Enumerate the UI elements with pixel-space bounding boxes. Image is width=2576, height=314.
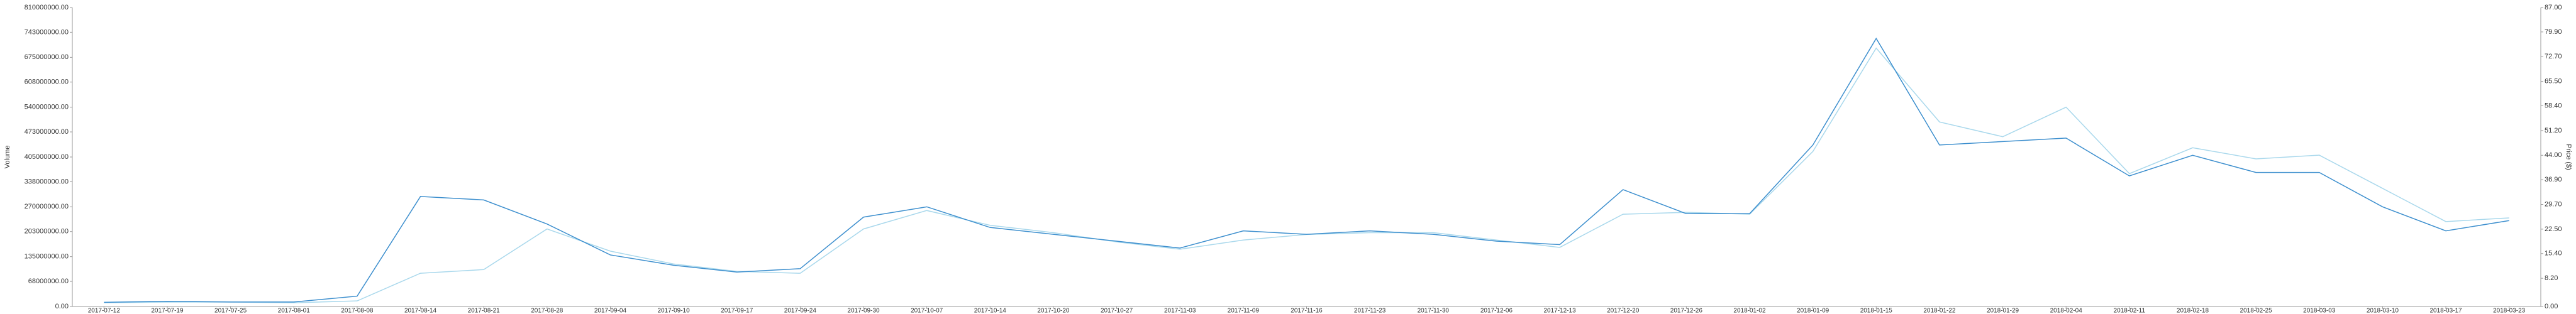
- x-tick-label: 2018-03-10: [2367, 308, 2399, 314]
- x-tick-label: 2018-02-11: [2114, 308, 2146, 314]
- x-tick-label: 2017-09-24: [784, 308, 817, 314]
- y2-tick-label: 29.70: [2545, 200, 2562, 208]
- x-tick-label: 2017-08-21: [468, 308, 501, 314]
- x-tick-label: 2017-11-16: [1291, 308, 1323, 314]
- y2-tick-label: 58.40: [2545, 102, 2562, 109]
- x-tick-label: 2017-07-25: [214, 308, 247, 314]
- x-tick-label: 2017-12-13: [1543, 308, 1576, 314]
- x-tick-label: 2018-02-25: [2240, 308, 2273, 314]
- y-tick-label: 338000000.00: [25, 178, 69, 185]
- x-tick-label: 2017-11-30: [1418, 308, 1450, 314]
- x-tick-label: 2017-07-19: [151, 308, 184, 314]
- y2-tick-label: 72.70: [2545, 53, 2562, 60]
- y2-tick-label: 44.00: [2545, 151, 2562, 159]
- x-tick-label: 2017-10-07: [911, 308, 943, 314]
- y-tick-label: 473000000.00: [25, 128, 69, 136]
- y2-tick-label: 51.20: [2545, 127, 2562, 134]
- y-tick-label: 743000000.00: [25, 28, 69, 36]
- y2-tick-label: 87.00: [2545, 4, 2562, 11]
- y2-axis-label: Price ($): [2565, 144, 2572, 170]
- y-tick-label: 203000000.00: [25, 228, 69, 236]
- x-tick-label: 2018-01-29: [1987, 308, 2019, 314]
- x-tick-label: 2017-09-17: [721, 308, 753, 314]
- x-tick-label: 2017-07-12: [88, 308, 121, 314]
- y2-tick-label: 0.00: [2545, 303, 2558, 310]
- y-tick-label: 270000000.00: [25, 203, 69, 210]
- y2-tick-label: 8.20: [2545, 274, 2558, 282]
- x-tick-label: 2017-08-08: [341, 308, 374, 314]
- y-tick-label: 135000000.00: [25, 253, 69, 261]
- y2-tick-label: 22.50: [2545, 225, 2562, 233]
- line: [104, 37, 2509, 303]
- y2-tick-label: 15.40: [2545, 250, 2562, 257]
- x-tick-label: 2017-08-14: [404, 308, 437, 314]
- y-tick-label: 68000000.00: [28, 278, 69, 285]
- x-tick-label: 2017-08-28: [531, 308, 564, 314]
- x-tick-label: 2018-03-17: [2429, 308, 2462, 314]
- x-tick-label: 2017-11-09: [1228, 308, 1260, 314]
- x-tick-label: 2017-10-14: [974, 308, 1007, 314]
- x-tick-label: 2017-10-27: [1101, 308, 1133, 314]
- y2-tick-label: 79.90: [2545, 28, 2562, 36]
- y-tick-label: 0.00: [55, 303, 69, 310]
- x-tick-label: 2017-09-04: [594, 308, 627, 314]
- x-tick-label: 2017-11-03: [1164, 308, 1196, 314]
- x-tick-label: 2018-01-15: [1860, 308, 1893, 314]
- x-tick-label: 2018-01-02: [1733, 308, 1766, 314]
- y-tick-label: 810000000.00: [25, 4, 69, 11]
- y-tick-label: 540000000.00: [25, 104, 69, 111]
- x-tick-label: 2017-10-20: [1037, 308, 1070, 314]
- x-tick-label: 2018-02-18: [2177, 308, 2209, 314]
- x-tick-label: 2017-12-20: [1607, 308, 1640, 314]
- x-tick-label: 2018-01-22: [1923, 308, 1956, 314]
- x-tick-label: 2017-09-10: [658, 308, 691, 314]
- x-tick-label: 2017-12-06: [1480, 308, 1513, 314]
- y-axis-label: Volume: [4, 146, 11, 169]
- y-tick-label: 608000000.00: [25, 78, 69, 86]
- y-tick-label: 405000000.00: [25, 153, 69, 161]
- x-tick-label: 2018-03-23: [2493, 308, 2526, 314]
- line: [104, 47, 2509, 303]
- x-tick-label: 2017-11-23: [1354, 308, 1386, 314]
- x-tick-label: 2018-03-03: [2303, 308, 2336, 314]
- x-tick-label: 2018-02-04: [2050, 308, 2083, 314]
- y-tick-label: 675000000.00: [25, 53, 69, 61]
- x-tick-label: 2017-08-01: [278, 308, 311, 314]
- y2-tick-label: 65.50: [2545, 78, 2562, 85]
- y2-tick-label: 36.90: [2545, 176, 2562, 183]
- x-tick-label: 2017-09-30: [847, 308, 880, 314]
- x-tick-label: 2018-01-09: [1797, 308, 1829, 314]
- x-tick-label: 2017-12-26: [1670, 308, 1703, 314]
